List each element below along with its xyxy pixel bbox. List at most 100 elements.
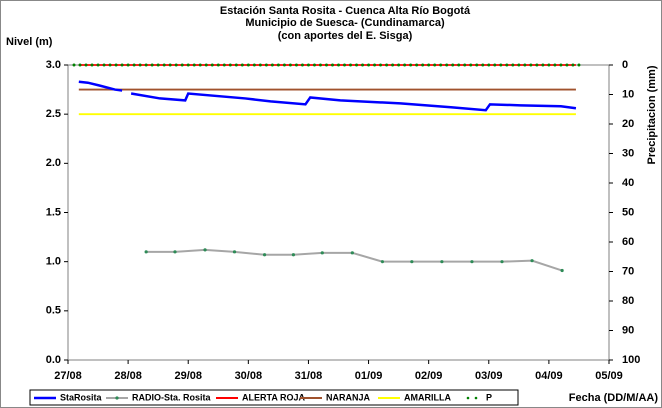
precip-dot (198, 63, 202, 67)
x-tick-label: 27/08 (54, 370, 82, 382)
series-marker (203, 248, 207, 252)
precip-dot (475, 63, 479, 67)
precip-dot (192, 63, 196, 67)
y-tick-label: 2.0 (46, 157, 61, 169)
precip-dot (397, 63, 401, 67)
precip-dot (433, 63, 437, 67)
series-marker (380, 260, 384, 264)
precip-dot (132, 63, 136, 67)
series-line (78, 80, 577, 112)
precip-dot (385, 63, 389, 67)
precip-dot (577, 63, 581, 67)
precip-dot (90, 63, 94, 67)
precip-dot (541, 63, 545, 67)
precip-dot (361, 63, 365, 67)
precip-dot (379, 63, 383, 67)
series-marker (440, 260, 444, 264)
precip-dot (276, 63, 280, 67)
precip-dot (306, 63, 310, 67)
legend-swatch (115, 396, 119, 400)
y2-axis-label: Precipitacion (mm) (646, 65, 658, 164)
precip-dot (463, 63, 467, 67)
x-tick-label: 05/09 (595, 370, 623, 382)
precip-dot (138, 63, 142, 67)
y-tick-label: 0.5 (46, 305, 61, 317)
series-marker (350, 251, 354, 255)
y-tick-label: 2.5 (46, 108, 61, 120)
precip-dot (367, 63, 371, 67)
title-line: Estación Santa Rosita - Cuenca Alta Río … (220, 5, 471, 17)
precip-dot (481, 63, 485, 67)
precip-dot (312, 63, 316, 67)
precip-dot (126, 63, 130, 67)
precip-dot (493, 63, 497, 67)
precip-dot (252, 63, 256, 67)
precip-dot (445, 63, 449, 67)
y-axis-label: Nivel (m) (6, 36, 53, 48)
precip-dot (517, 63, 521, 67)
y2-tick-label: 30 (622, 147, 634, 159)
precip-dot (571, 63, 575, 67)
x-tick-label: 02/09 (415, 370, 443, 382)
precip-dot (349, 63, 353, 67)
precip-dot (451, 63, 455, 67)
precip-dot (415, 63, 419, 67)
precip-dot (186, 63, 190, 67)
series-marker (530, 259, 534, 263)
legend-label: StaRosita (60, 392, 103, 402)
series-marker (232, 250, 237, 254)
precip-dot (439, 63, 443, 67)
title-line: Municipio de Suesca- (Cundinamarca) (245, 17, 445, 29)
precip-dot (535, 63, 539, 67)
precip-dot (355, 63, 359, 67)
precip-dot (421, 63, 425, 67)
legend-swatch (466, 396, 470, 400)
legend-box (29, 389, 519, 406)
x-tick-label: 31/08 (295, 370, 323, 382)
y2-tick-label: 50 (622, 206, 634, 218)
precip-dot (96, 63, 100, 67)
y2-tick-label: 20 (622, 118, 634, 130)
precip-dot (114, 63, 118, 67)
y-tick-label: 0.0 (46, 354, 61, 366)
title-line: (con aportes del E. Sisga) (278, 30, 413, 42)
legend-swatch (474, 396, 478, 400)
precip-dot (270, 63, 274, 67)
precip-dot (168, 63, 172, 67)
precip-dot (330, 63, 334, 67)
precip-dot (318, 63, 322, 67)
series-marker (320, 251, 324, 255)
precip-dot (204, 63, 208, 67)
precip-dot (469, 63, 473, 67)
series-marker (291, 253, 296, 257)
precip-dot (174, 63, 178, 67)
precip-dot (150, 63, 154, 67)
x-tick-label: 29/08 (174, 370, 202, 382)
precip-dot (108, 63, 112, 67)
precip-dot (403, 63, 407, 67)
y2-tick-label: 90 (622, 324, 634, 336)
precip-dot (264, 63, 268, 67)
precip-dot (258, 63, 262, 67)
precip-dot (234, 63, 238, 67)
x-tick-label: 01/09 (355, 370, 383, 382)
precip-dot (72, 63, 76, 67)
legend-label: ALERTA ROJA (242, 392, 306, 402)
precip-dot (559, 63, 563, 67)
precip-dot (144, 63, 148, 67)
precip-dot (210, 63, 214, 67)
precip-dot (246, 63, 250, 67)
y2-tick-label: 80 (622, 295, 634, 307)
y-tick-label: 3.0 (46, 59, 61, 71)
y-tick-label: 1.0 (46, 256, 61, 268)
precip-dot (427, 63, 431, 67)
precip-dot (282, 63, 286, 67)
series-marker (144, 250, 148, 254)
y2-tick-label: 60 (622, 236, 634, 248)
y2-tick-label: 40 (622, 177, 634, 189)
x-tick-label: 30/08 (235, 370, 263, 382)
precip-dot (84, 63, 88, 67)
precip-dot (162, 63, 166, 67)
precip-dot (409, 63, 413, 67)
